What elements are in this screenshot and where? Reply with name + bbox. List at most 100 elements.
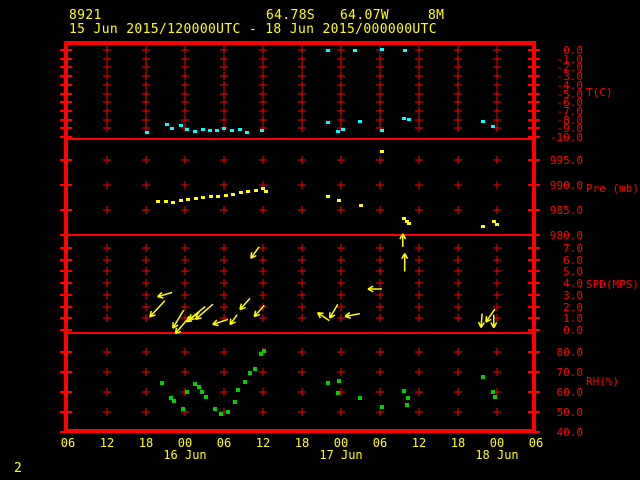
temperature-point [326,121,330,124]
humidity-point [193,382,197,386]
wind-arrow-head [485,318,492,323]
wind-arrow-head [185,315,190,322]
wind-arrow-head [195,317,202,321]
wind-arrow [174,320,187,335]
pressure-point [407,222,411,225]
y-axis-tick-label: 2.0 [563,301,583,314]
wind-arrow-head [317,312,322,319]
pressure-point [216,195,220,198]
wind-arrow-head [239,306,246,311]
humidity-point [481,375,485,379]
wind-arrow-head [404,253,409,260]
y-axis-tick-label: 985.0 [550,204,583,217]
temperature-point [230,129,234,132]
plot-frame [64,41,536,433]
temperature-point [201,128,205,131]
wind-arrow-head [344,312,351,318]
pressure-point [194,197,198,200]
humidity-point [236,388,240,392]
wind-arrow [195,303,214,320]
wind-arrow-head [254,313,261,318]
pressure-point [326,195,330,198]
wind-arrow-head [329,314,336,319]
temperature-point [238,128,242,131]
wind-arrow-head [317,312,324,315]
pressure-point [492,220,496,223]
time-range-label: 15 Jun 2015/120000UTC - 18 Jun 2015/0000… [69,22,437,37]
humidity-point [248,371,252,375]
latitude-label: 64.78S [266,8,316,23]
temperature-point [208,129,212,132]
pressure-point [224,194,228,197]
temperature-point [481,120,485,123]
pressure-point [246,190,250,193]
wind-arrow [317,312,330,322]
page-number: 2 [14,461,23,476]
x-axis-tick-label: 00 [334,436,348,450]
wind-arrow-head [229,321,236,326]
y-axis-tick-label: -3.0 [557,70,584,83]
temperature-point [358,120,362,123]
longitude-label: 64.07W [340,8,390,23]
humidity-point [197,385,201,389]
x-axis-date-label: 16 Jun [163,448,206,462]
humidity-point [491,390,495,394]
y-axis-tick-label: 995.0 [550,154,583,167]
humidity-point [259,352,263,356]
humidity-point [405,403,409,407]
y-axis-tick-label: -4.0 [557,79,584,92]
humidity-point [493,395,497,399]
pressure-point [264,190,268,193]
x-axis-tick-label: 18 [451,436,465,450]
wind-arrow-head [253,310,257,317]
humidity-point [200,390,204,394]
y-axis-tick-label: 50.0 [557,406,584,419]
wind-arrow [344,312,360,318]
wind-arrow-head [250,254,257,259]
temperature-point [380,129,384,132]
temperature-point [165,123,169,126]
elevation-label: 8M [428,8,445,23]
wind-arrow-head [239,303,243,310]
humidity-point [169,396,173,400]
humidity-point [181,407,185,411]
temperature-point [491,125,495,128]
humidity-point [219,412,223,416]
wind-arrow-head [212,323,219,327]
y-axis-tick-label: 70.0 [557,366,584,379]
y-axis-tick-label: 80.0 [557,346,584,359]
wind-arrow-head [149,314,156,318]
x-axis-date-label: 17 Jun [319,448,362,462]
pressure-point [359,204,363,207]
humidity-point [380,405,384,409]
wind-arrow [329,303,339,319]
y-axis-tick-label: 3.0 [563,289,583,302]
pressure-point [481,225,485,228]
wind-arrow [239,297,251,311]
wind-arrow-head [477,321,482,328]
humidity-point [185,390,189,394]
wind-arrow [250,246,260,259]
wind-arrow-head [229,318,232,325]
wind-arrow [172,309,185,329]
x-axis-tick-label: 06 [529,436,543,450]
humidity-point [172,399,176,403]
y-axis-tick-label: 1.0 [563,312,583,325]
temperature-point [222,127,226,130]
humidity-point [336,391,340,395]
humidity-point [243,380,247,384]
pressure-point [231,193,235,196]
wind-arrow-head [186,320,193,323]
y-axis-tick-label: -10.0 [550,131,583,144]
panel-unit-label: T(C) [586,86,613,99]
y-axis-tick-label: 7.0 [563,242,583,255]
pressure-point [405,220,409,223]
temperature-point [185,128,189,131]
pressure-point [495,223,499,226]
y-axis-tick-label: -7.0 [557,105,584,118]
pressure-point [186,198,190,201]
temperature-point [341,128,345,131]
y-axis-tick-label: 5.0 [563,265,583,278]
